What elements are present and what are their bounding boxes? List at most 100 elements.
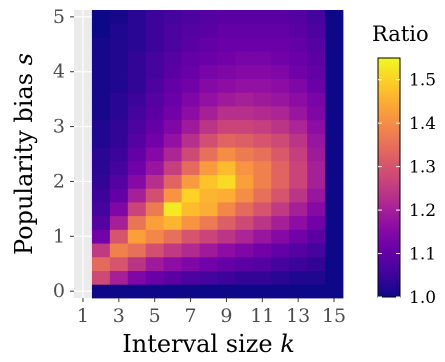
- heatmap-cell: [253, 92, 272, 107]
- heatmap-cell: [307, 284, 326, 299]
- heatmap-cell: [145, 147, 165, 162]
- heatmap-cell: [91, 51, 111, 66]
- heatmap-cell: [217, 23, 236, 38]
- heatmap-cell: [289, 270, 308, 285]
- legend-ticks: 1.5 1.4 1.3 1.2 1.1 1.0: [378, 71, 436, 308]
- heatmap-cell: [325, 160, 344, 175]
- heatmap-cell: [163, 106, 182, 121]
- heatmap-cell: [91, 78, 111, 93]
- heatmap-cell: [127, 243, 147, 258]
- heatmap-cell: [145, 119, 165, 134]
- heatmap-cell: [109, 174, 129, 189]
- heatmap-cell: [217, 106, 236, 121]
- heatmap-cell: [253, 284, 272, 299]
- heatmap-cell: [325, 37, 344, 52]
- x-tick-label: 7: [185, 305, 197, 327]
- heatmap-cell: [289, 284, 308, 299]
- heatmap-cell: [217, 78, 236, 93]
- heatmap-cell: [145, 133, 165, 148]
- heatmap-cell: [127, 10, 147, 25]
- heatmap-cell: [145, 10, 165, 25]
- heatmap-cell: [271, 256, 290, 271]
- y-axis-title: Popularity bias s: [10, 53, 38, 255]
- heatmap-cell: [163, 23, 182, 38]
- heatmap-cell: [163, 284, 182, 299]
- heatmap-cell: [199, 92, 218, 107]
- heatmap-cell: [289, 174, 308, 189]
- x-tick-label: 15: [322, 305, 346, 327]
- heatmap-cell: [325, 119, 344, 134]
- heatmap-cell: [163, 78, 182, 93]
- heatmap-cell: [127, 229, 147, 244]
- heatmap-cell: [325, 51, 344, 66]
- heatmap-cell: [199, 256, 218, 271]
- heatmap-cell: [145, 160, 165, 175]
- heatmap-cell: [271, 78, 290, 93]
- heatmap-cell: [235, 202, 254, 217]
- heatmap-cell: [235, 119, 254, 134]
- heatmap-cell: [307, 147, 326, 162]
- heatmap-cell: [217, 284, 236, 299]
- heatmap-cell: [235, 64, 254, 79]
- heatmap-cell: [325, 147, 344, 162]
- heatmap-cell: [181, 106, 200, 121]
- heatmap-cell: [181, 188, 200, 203]
- heatmap-cell: [217, 92, 236, 107]
- heatmap-cell: [181, 133, 200, 148]
- heatmap-cell: [163, 256, 182, 271]
- heatmap-cell: [91, 202, 111, 217]
- heatmap-cell: [127, 78, 147, 93]
- heatmap-cell: [199, 229, 218, 244]
- y-tick-label: 5: [53, 6, 65, 28]
- heatmap-cell: [217, 202, 236, 217]
- heatmap-cell: [289, 188, 308, 203]
- heatmap-cell: [289, 64, 308, 79]
- heatmap-cell: [235, 78, 254, 93]
- heatmap-cell: [127, 174, 147, 189]
- heatmap-cell: [109, 78, 129, 93]
- heatmap-cell: [235, 270, 254, 285]
- heatmap-cell: [235, 243, 254, 258]
- heatmap-cell: [181, 147, 200, 162]
- legend-label: 1.4: [409, 114, 436, 134]
- heatmap-cell: [163, 64, 182, 79]
- legend-label: 1.2: [409, 201, 436, 221]
- heatmap-cell: [307, 92, 326, 107]
- heatmap-cell: [109, 92, 129, 107]
- heatmap-cell: [181, 202, 200, 217]
- heatmap-cell: [181, 37, 200, 52]
- heatmap-cell: [145, 174, 165, 189]
- heatmap-cell: [145, 202, 165, 217]
- heatmap-cell: [163, 51, 182, 66]
- heatmap-cell: [271, 188, 290, 203]
- heatmap-cell: [181, 160, 200, 175]
- heatmap-cell: [91, 147, 111, 162]
- heatmap-cell: [199, 23, 218, 38]
- heatmap-cell: [289, 37, 308, 52]
- heatmap-cell: [199, 215, 218, 230]
- heatmap-cell: [289, 10, 308, 25]
- heatmap-cell: [217, 64, 236, 79]
- heatmap-cell: [181, 243, 200, 258]
- x-tick-label: 9: [220, 305, 232, 327]
- heatmap-cell: [91, 229, 111, 244]
- y-axis-ticks: 0 1 2 3 4 5: [53, 6, 74, 302]
- x-axis-ticks: 1 3 5 7 9 11 13 15: [77, 298, 346, 327]
- heatmap-cell: [325, 64, 344, 79]
- heatmap-cell: [253, 188, 272, 203]
- heatmap-cell: [235, 133, 254, 148]
- heatmap-cell: [145, 256, 165, 271]
- heatmap-cell: [307, 256, 326, 271]
- heatmap-cell: [217, 160, 236, 175]
- heatmap-cell: [271, 106, 290, 121]
- heatmap-cell: [163, 215, 182, 230]
- heatmap-cell: [217, 188, 236, 203]
- heatmap-cell: [91, 10, 111, 25]
- heatmap-cell: [181, 174, 200, 189]
- heatmap-cell: [145, 106, 165, 121]
- heatmap-cell: [199, 37, 218, 52]
- heatmap-cell: [181, 284, 200, 299]
- heatmap-cell: [91, 270, 111, 285]
- heatmap-cell: [145, 188, 165, 203]
- heatmap-cell: [91, 215, 111, 230]
